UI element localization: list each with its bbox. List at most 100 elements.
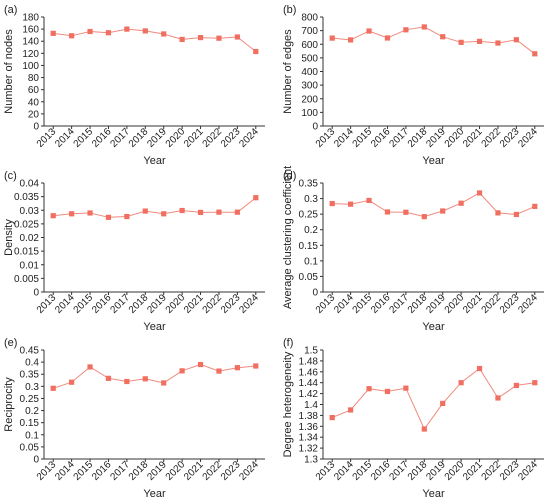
y-tick-label: 20	[28, 109, 40, 120]
y-tick-label: 0.01	[20, 260, 40, 271]
data-point	[495, 210, 501, 216]
chart-panel: (b)0100200300400500600700800201320142015…	[282, 4, 544, 167]
y-tick-label: 0.35	[299, 179, 319, 190]
data-point	[495, 395, 501, 401]
chart-panel: (f) 1.31.321.341.361.381.41.421.441.461.4…	[282, 337, 544, 500]
data-point	[50, 30, 56, 36]
data-point	[348, 37, 354, 43]
panel-label: (a)	[4, 4, 17, 16]
series-line	[332, 192, 536, 218]
y-tick-label: 0.45	[20, 346, 40, 357]
x-tick-label: 2018	[127, 292, 151, 316]
x-tick-label: 2018	[406, 459, 430, 483]
y-tick-label: 600	[301, 40, 318, 51]
data-point	[124, 378, 130, 385]
y-tick-label: 0.15	[20, 418, 40, 429]
y-tick-label: 0.2	[304, 225, 318, 236]
data-point	[403, 209, 409, 215]
y-tick-label: 0.04	[20, 179, 40, 190]
x-tick-label: 2020	[164, 292, 188, 316]
y-tick-label: 1.38	[299, 411, 319, 422]
data-point	[440, 400, 446, 407]
panel-label: (e)	[4, 337, 17, 349]
y-tick-label: 700	[301, 26, 318, 37]
series-line	[53, 363, 256, 389]
data-point	[458, 39, 464, 45]
y-axis-title: Number of edges	[282, 29, 294, 114]
data-point	[458, 380, 464, 386]
y-axis-title: Density	[3, 219, 15, 256]
series-line	[332, 26, 536, 55]
y-tick-label: 1.36	[299, 422, 319, 433]
panel-label: (d)	[283, 170, 296, 182]
data-point	[476, 365, 483, 372]
y-tick-label: 0.15	[299, 241, 319, 252]
chart-panel: (e)00.050.10.150.20.250.30.350.40.452013…	[3, 337, 265, 500]
x-tick-label: 2019	[424, 459, 448, 483]
data-point	[458, 200, 464, 206]
x-tick-label: 2022	[480, 292, 504, 316]
data-point	[234, 365, 240, 371]
x-tick-label: 2021	[182, 459, 206, 483]
data-point	[50, 213, 56, 219]
x-tick-label: 2017	[108, 292, 132, 316]
data-point	[532, 203, 538, 209]
x-tick-label: 2014	[53, 459, 77, 483]
x-tick-label: 2019	[145, 292, 169, 316]
y-tick-label: 1.44	[299, 378, 319, 389]
chart-panel: (c) 0 0.005 0.01 0.015 0.02 0.025 0.03 0.035 0.04…	[3, 170, 265, 333]
x-tick-label: 2017	[108, 126, 132, 150]
x-tick-label: 2016	[90, 126, 114, 150]
y-tick-label: 1.48	[299, 356, 319, 367]
x-tick-label: 2014	[53, 126, 77, 150]
series-line	[332, 367, 535, 430]
data-point	[253, 48, 259, 55]
data-point	[216, 209, 222, 215]
x-tick-label: 2014	[332, 126, 356, 150]
y-tick-label: 300	[301, 81, 318, 92]
x-tick-label: 2015	[72, 459, 96, 483]
data-point	[50, 385, 56, 391]
y-tick-label: 0.25	[20, 394, 40, 405]
x-tick-label: 2018	[406, 292, 430, 316]
x-tick-label: 2014	[332, 292, 356, 316]
x-tick-label: 2017	[387, 126, 411, 150]
y-tick-label: 0.25	[299, 210, 319, 221]
data-point	[197, 209, 204, 216]
y-tick-label: 0	[33, 122, 39, 133]
x-tick-label: 2015	[351, 459, 375, 483]
data-point	[87, 364, 93, 370]
y-tick-label: 500	[301, 53, 318, 64]
y-axis-title: Degree heterogeneity	[282, 351, 294, 457]
x-tick-label: 2019	[145, 459, 169, 483]
x-tick-label: 2020	[164, 459, 188, 483]
x-tick-label: 2019	[424, 292, 448, 316]
data-point	[69, 33, 75, 39]
data-point	[124, 26, 130, 32]
x-tick-label: 2014	[53, 292, 77, 316]
y-tick-label: 0	[33, 455, 39, 466]
x-tick-label: 2023	[498, 292, 522, 316]
x-tick-label: 2018	[127, 126, 151, 150]
y-tick-label: 200	[301, 94, 318, 105]
data-point	[105, 375, 112, 381]
x-tick-label: 2022	[201, 292, 225, 316]
data-point	[366, 28, 372, 34]
data-point	[161, 380, 167, 386]
y-tick-label: 1.42	[299, 389, 319, 400]
x-tick-label: 2016	[90, 292, 114, 316]
y-tick-label: 0.1	[304, 256, 318, 267]
data-point	[197, 34, 204, 41]
data-point	[197, 361, 204, 368]
data-point	[495, 40, 501, 46]
data-point	[69, 211, 75, 217]
y-tick-label: 0.05	[20, 442, 40, 453]
data-point	[87, 28, 93, 35]
x-tick-label: 2023	[498, 459, 522, 483]
x-tick-label: 2021	[461, 459, 485, 483]
y-tick-label: 0.3	[25, 382, 39, 393]
y-axis-title: Reciprocity	[3, 377, 15, 432]
x-tick-label: 2024	[516, 459, 540, 483]
chart-panel: (d)00.050.10.150.20.250.30.3520132014201…	[282, 166, 544, 333]
